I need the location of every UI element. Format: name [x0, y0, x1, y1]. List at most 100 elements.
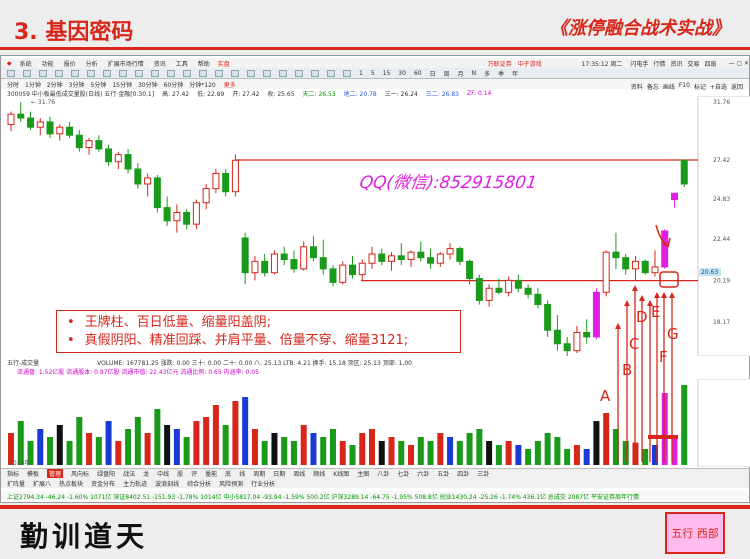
analysis-tab[interactable]: 扩展八	[33, 480, 52, 488]
chart-button[interactable]: 返回	[730, 84, 743, 91]
menu-item[interactable]: 功能	[41, 60, 54, 68]
menu-item[interactable]: 扩展市场行情	[107, 60, 144, 68]
toolbar-tool-icon[interactable]	[199, 69, 207, 77]
indicator-tab[interactable]: 中线	[157, 471, 170, 478]
toolbar-tool-icon[interactable]	[247, 69, 255, 77]
indicator-tab[interactable]: 顺线	[313, 471, 326, 478]
toolbar-tool-icon[interactable]	[103, 69, 111, 77]
indicator-tab[interactable]: 八卦	[377, 471, 390, 478]
toolbar-tool-icon[interactable]	[215, 69, 223, 77]
toolbar-tool-icon[interactable]	[343, 69, 351, 77]
chart-button[interactable]: 资料	[630, 84, 643, 91]
indicator-tab[interactable]: 七卦	[397, 471, 410, 478]
indicator-tab[interactable]: 模板	[27, 471, 40, 478]
toolbar-period-button[interactable]: 多	[484, 70, 491, 78]
toolbar-tool-icon[interactable]	[55, 69, 63, 77]
indicator-tab[interactable]: 六卦	[417, 471, 430, 478]
top-menu-item[interactable]: 资讯	[670, 60, 683, 68]
period-more[interactable]: 更多	[223, 81, 236, 89]
indicator-tab[interactable]: 量能	[205, 471, 218, 478]
indicator-tab[interactable]: 指标	[7, 471, 20, 478]
indicator-tab[interactable]: 风向标	[71, 471, 90, 478]
toolbar-period-button[interactable]: 30	[398, 69, 406, 77]
period-tab[interactable]: 30分钟	[137, 81, 158, 89]
menu-item[interactable]: 系统	[19, 60, 32, 68]
analysis-tab[interactable]: 行业分析	[251, 480, 276, 488]
period-tab[interactable]: 分钟*120	[189, 81, 216, 89]
volume-chart[interactable]: 2018年	[1, 379, 750, 467]
analysis-tab[interactable]: 波浪刻线	[155, 480, 180, 488]
indicator-tab[interactable]: 日期	[273, 471, 286, 478]
indicator-tab[interactable]: 周期	[253, 471, 266, 478]
toolbar-tool-icon[interactable]	[151, 69, 159, 77]
toolbar-period-button[interactable]: 5	[370, 69, 375, 77]
chart-button[interactable]: 画线	[662, 84, 675, 91]
toolbar-tool-icon[interactable]	[87, 69, 95, 77]
chart-button[interactable]: 标记	[693, 84, 706, 91]
toolbar-period-button[interactable]: 年	[512, 70, 519, 78]
chart-button[interactable]: 备忘	[646, 84, 659, 91]
indicator-tab[interactable]: 股	[177, 471, 184, 478]
top-menu-item[interactable]: 交易	[687, 60, 700, 68]
toolbar-tool-icon[interactable]	[231, 69, 239, 77]
toolbar-tool-icon[interactable]	[295, 69, 303, 77]
candlestick-chart[interactable]: 31.76 27.42 24.83 22.44 20.19 18.17 20.63 ← 31.…	[1, 96, 750, 356]
chart-button[interactable]: +自选	[709, 84, 727, 91]
indicator-tab[interactable]: 绿盘阳	[97, 471, 116, 478]
indicator-tab[interactable]: 线	[239, 471, 246, 478]
toolbar-period-button[interactable]: 60	[413, 69, 422, 77]
toolbar-period-button[interactable]: 1	[359, 69, 363, 77]
top-menu-item[interactable]: 四扇	[704, 60, 717, 68]
toolbar-period-button[interactable]: 周	[443, 70, 450, 78]
toolbar-tool-icon[interactable]	[263, 69, 271, 77]
menu-item[interactable]: 工具	[175, 60, 188, 68]
toolbar-tool-icon[interactable]	[279, 69, 287, 77]
menu-item[interactable]: 分析	[85, 60, 98, 68]
indicator-tab[interactable]: 底	[225, 471, 232, 478]
toolbar-tool-icon[interactable]	[311, 69, 319, 77]
indicator-tab[interactable]: 四卦	[457, 471, 470, 478]
toolbar-period-button[interactable]: 15	[382, 69, 391, 77]
indicator-tab[interactable]: K线图	[333, 471, 350, 478]
top-link[interactable]: 万联证券	[487, 60, 512, 68]
indicator-tab[interactable]: 周线	[293, 471, 306, 478]
top-menu-item[interactable]: 行情	[653, 60, 666, 68]
analysis-tab[interactable]: 热点板块	[59, 480, 84, 488]
indicator-tab[interactable]: 管理	[47, 469, 64, 478]
period-tab[interactable]: 分时	[7, 81, 20, 89]
analysis-tab[interactable]: 主力轨迹	[123, 480, 148, 488]
indicator-tab[interactable]: 主图	[357, 471, 370, 478]
toolbar-period-button[interactable]: 日	[429, 70, 436, 78]
chart-button[interactable]: F10	[678, 82, 690, 89]
analysis-tab[interactable]: 资金分布	[91, 480, 116, 488]
toolbar-tool-icon[interactable]	[71, 69, 79, 77]
window-controls[interactable]: — ▢ ✕	[728, 59, 749, 67]
toolbar-tool-icon[interactable]	[39, 69, 47, 77]
toolbar-period-button[interactable]: 月	[457, 70, 464, 78]
toolbar-tool-icon[interactable]	[183, 69, 191, 77]
period-tab[interactable]: 3分钟	[68, 81, 85, 89]
period-tab[interactable]: 2分钟	[46, 81, 63, 89]
indicator-tab[interactable]: 五卦	[437, 471, 450, 478]
menu-item-live[interactable]: 实盘	[217, 60, 230, 68]
toolbar-period-button[interactable]: N	[471, 69, 477, 77]
toolbar-tool-icon[interactable]	[7, 69, 15, 77]
toolbar-tool-icon[interactable]	[23, 69, 31, 77]
toolbar-period-button[interactable]: 季	[498, 70, 505, 78]
toolbar-tool-icon[interactable]	[327, 69, 335, 77]
top-link[interactable]: 中子游戏	[517, 60, 542, 68]
period-tab[interactable]: 15分钟	[112, 81, 132, 89]
menu-item[interactable]: 帮助	[197, 60, 210, 68]
indicator-tab[interactable]: 评	[191, 471, 198, 478]
menu-item[interactable]: 报价	[63, 60, 76, 68]
analysis-tab[interactable]: 综合分析	[187, 480, 212, 488]
period-tab[interactable]: 5分钟	[90, 81, 107, 89]
indicator-tab[interactable]: 三卦	[477, 471, 490, 478]
toolbar-tool-icon[interactable]	[119, 69, 127, 77]
toolbar-tool-icon[interactable]	[167, 69, 175, 77]
period-tab[interactable]: 1分钟	[25, 81, 41, 89]
top-menu-item[interactable]: 闪电手	[630, 60, 649, 68]
analysis-tab[interactable]: 风险预测	[219, 480, 244, 488]
analysis-tab[interactable]: 扩阵量	[7, 480, 26, 488]
toolbar-tool-icon[interactable]	[135, 69, 143, 77]
